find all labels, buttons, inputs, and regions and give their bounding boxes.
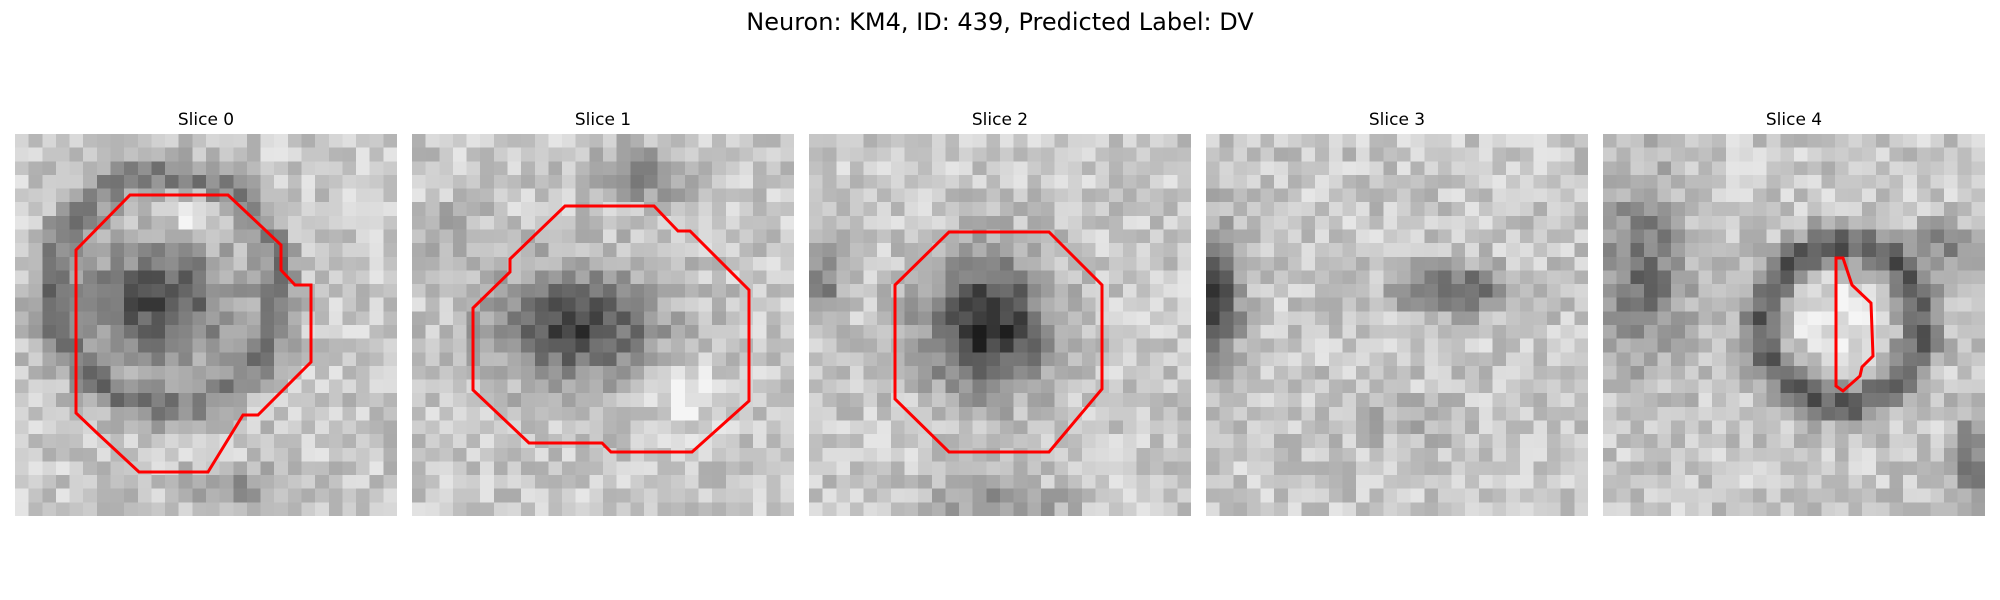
segmentation-contour-2 bbox=[893, 230, 1104, 454]
slice-grayscale-image-3 bbox=[1206, 134, 1588, 516]
segmentation-contour-1 bbox=[471, 204, 751, 454]
segmentation-contour-0 bbox=[74, 193, 313, 474]
segmentation-contour-4 bbox=[1834, 256, 1875, 393]
slice-image-4 bbox=[1603, 134, 1985, 516]
slice-title-0: Slice 0 bbox=[177, 110, 235, 130]
slice-grayscale-image-0 bbox=[15, 134, 397, 516]
slice-image-2 bbox=[809, 134, 1191, 516]
slice-image-0 bbox=[15, 134, 397, 516]
slice-grayscale-image-4 bbox=[1603, 134, 1985, 516]
slice-title-2: Slice 2 bbox=[971, 110, 1029, 130]
slice-image-1 bbox=[412, 134, 794, 516]
slice-grayscale-image-1 bbox=[412, 134, 794, 516]
slice-title-4: Slice 4 bbox=[1765, 110, 1823, 130]
slice-title-3: Slice 3 bbox=[1368, 110, 1426, 130]
slice-title-1: Slice 1 bbox=[574, 110, 632, 130]
figure-title: Neuron: KM4, ID: 439, Predicted Label: D… bbox=[746, 8, 1254, 36]
slice-image-3 bbox=[1206, 134, 1588, 516]
